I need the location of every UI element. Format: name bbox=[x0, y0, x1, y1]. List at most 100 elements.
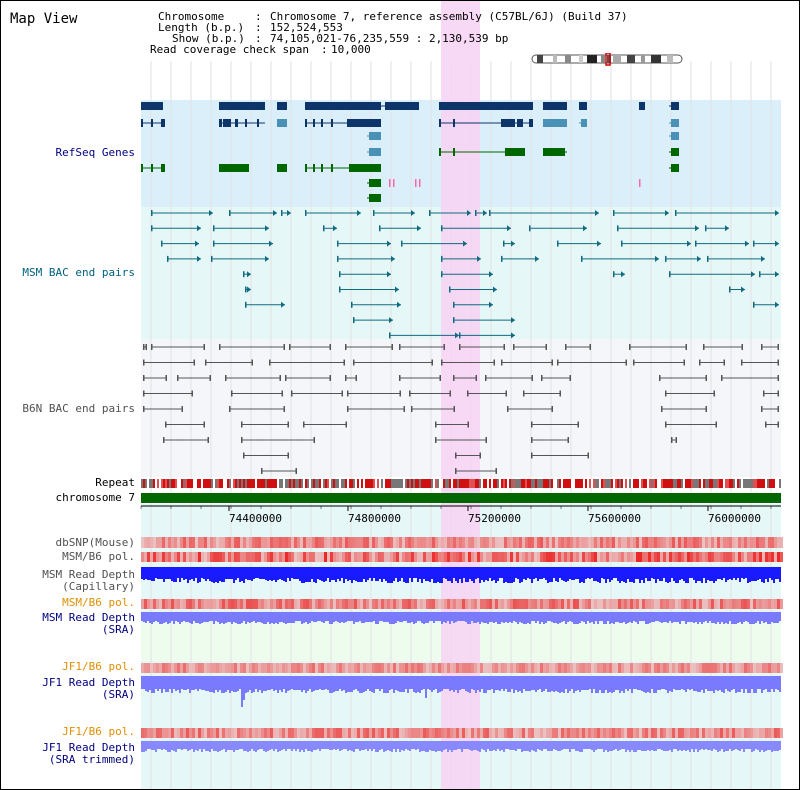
jf1-trim-depth-bar bbox=[731, 741, 733, 751]
track-label-jf1-depth-sra[interactable]: JF1 Read Depth (SRA) bbox=[1, 677, 135, 701]
jf1-trim-depth-bar bbox=[355, 741, 357, 749]
track-label-msm-depth-sra[interactable]: MSM Read Depth (SRA) bbox=[1, 612, 135, 636]
msm-pol2-cell bbox=[624, 599, 627, 609]
msm-pol2-cell bbox=[516, 599, 519, 609]
msm-cap-depth-bar bbox=[747, 567, 749, 583]
repeat-block bbox=[747, 479, 749, 488]
msm-sra-depth-bar bbox=[417, 612, 419, 621]
msm-pol-cell bbox=[588, 552, 591, 562]
jf1-pol2-cell bbox=[363, 728, 366, 738]
msm-pol-cell bbox=[174, 552, 177, 562]
b6n-end bbox=[713, 390, 715, 397]
track-label-msm-b6-pol-2[interactable]: MSM/B6 pol. bbox=[62, 596, 135, 609]
msm-cap-depth-bar bbox=[345, 567, 347, 579]
jf1-pol2-cell bbox=[219, 728, 222, 738]
jf1-pol2-cell bbox=[414, 728, 417, 738]
jf1-sra-depth-bar bbox=[541, 676, 543, 692]
msm-pol2-cell bbox=[678, 599, 681, 609]
jf1-pol2-cell bbox=[687, 728, 690, 738]
repeat-block bbox=[477, 479, 479, 488]
jf1-sra-depth-bar bbox=[383, 676, 385, 693]
jf1-trim-depth-bar bbox=[177, 741, 179, 749]
jf1-pol2-cell bbox=[540, 728, 543, 738]
repeat-block bbox=[615, 479, 617, 488]
jf1-pol-cell bbox=[411, 663, 414, 673]
msm-sra-depth-bar bbox=[505, 612, 507, 622]
track-label-jf1-depth-trimmed[interactable]: JF1 Read Depth (SRA trimmed) bbox=[1, 742, 135, 766]
track-label-jf1-b6-pol-2[interactable]: JF1/B6 pol. bbox=[62, 725, 135, 738]
track-label-msm-bac[interactable]: MSM BAC end pairs bbox=[22, 266, 135, 279]
jf1-pol2-cell bbox=[729, 728, 732, 738]
msm-cap-depth-bar bbox=[725, 567, 727, 582]
jf1-sra-depth-bar bbox=[639, 676, 641, 690]
track-label-dbsnp[interactable]: dbSNP(Mouse) bbox=[55, 536, 135, 549]
jf1-pol2-cell bbox=[666, 728, 669, 738]
b6n-end bbox=[225, 375, 227, 381]
msm-pol-cell bbox=[714, 552, 717, 562]
jf1-sra-depth-bar bbox=[291, 676, 293, 689]
repeat-block bbox=[451, 479, 453, 488]
dbsnp-cell bbox=[759, 537, 762, 548]
msm-cap-depth-bar bbox=[763, 567, 765, 583]
jf1-sra-depth-bar bbox=[659, 676, 661, 690]
jf1-pol-cell bbox=[576, 663, 579, 673]
msm-sra-depth-bar bbox=[231, 612, 233, 624]
bac-end-arrow bbox=[395, 286, 399, 293]
msm-pol-cell bbox=[684, 552, 687, 562]
jf1-trim-depth-bar bbox=[183, 741, 185, 749]
jf1-sra-depth-bar bbox=[449, 676, 451, 691]
jf1-sra-depth-bar bbox=[433, 676, 435, 690]
msm-cap-depth-bar bbox=[713, 567, 715, 583]
jf1-pol2-cell bbox=[303, 728, 306, 738]
msm-cap-depth-bar bbox=[259, 567, 261, 579]
msm-cap-depth-bar bbox=[695, 567, 697, 583]
track-label-msm-depth-capillary[interactable]: MSM Read Depth (Capillary) bbox=[1, 569, 135, 593]
track-label-refseq[interactable]: RefSeq Genes bbox=[55, 146, 135, 159]
msm-pol-cell bbox=[321, 552, 324, 562]
track-label-repeat[interactable]: Repeat bbox=[95, 476, 135, 489]
jf1-pol2-cell bbox=[411, 728, 414, 738]
track-label-msm-b6-pol[interactable]: MSM/B6 pol. bbox=[62, 550, 135, 563]
jf1-pol2-cell bbox=[780, 728, 783, 738]
chromosome-ideogram[interactable] bbox=[531, 53, 685, 67]
jf1-pol2-cell bbox=[381, 728, 384, 738]
msm-pol2-cell bbox=[345, 599, 348, 609]
msm-cap-depth-bar bbox=[709, 567, 711, 581]
msm-pol-cell bbox=[144, 552, 147, 562]
repeat-block bbox=[695, 479, 697, 488]
jf1-pol2-cell bbox=[489, 728, 492, 738]
snp-tick bbox=[419, 179, 421, 187]
b6n-end bbox=[345, 375, 347, 381]
repeat-block bbox=[701, 479, 703, 488]
jf1-trim-depth-bar bbox=[503, 741, 505, 752]
track-label-b6n-bac[interactable]: B6N BAC end pairs bbox=[22, 402, 135, 415]
dbsnp-cell bbox=[762, 537, 765, 548]
repeat-block bbox=[685, 479, 687, 488]
msm-pol-cell bbox=[390, 552, 393, 562]
msm-sra-depth-bar bbox=[721, 612, 723, 622]
msm-pol2-cell bbox=[210, 599, 213, 609]
repeat-block bbox=[659, 479, 661, 488]
msm-cap-depth-bar bbox=[277, 567, 279, 580]
b6n-end bbox=[505, 390, 507, 397]
b6n-end bbox=[231, 390, 233, 397]
jf1-pol-cell bbox=[228, 663, 231, 673]
msm-pol2-cell bbox=[429, 599, 432, 609]
track-label-jf1-b6-pol[interactable]: JF1/B6 pol. bbox=[62, 660, 135, 673]
jf1-trim-depth-bar bbox=[427, 741, 429, 752]
repeat-block bbox=[409, 479, 411, 488]
jf1-pol-cell bbox=[186, 663, 189, 673]
dbsnp-cell bbox=[450, 537, 453, 548]
jf1-pol-cell bbox=[474, 663, 477, 673]
msm-cap-depth-bar bbox=[533, 567, 535, 579]
msm-sra-depth-bar bbox=[173, 612, 175, 624]
bac-end-arrow bbox=[511, 240, 515, 247]
jf1-sra-depth-bar bbox=[169, 676, 171, 689]
jf1-pol2-cell bbox=[216, 728, 219, 738]
track-label-chromosome[interactable]: chromosome 7 bbox=[55, 491, 135, 504]
msm-sra-depth-bar bbox=[201, 612, 203, 623]
repeat-block bbox=[161, 479, 163, 488]
b6n-end bbox=[531, 452, 533, 459]
jf1-pol2-cell bbox=[753, 728, 756, 738]
